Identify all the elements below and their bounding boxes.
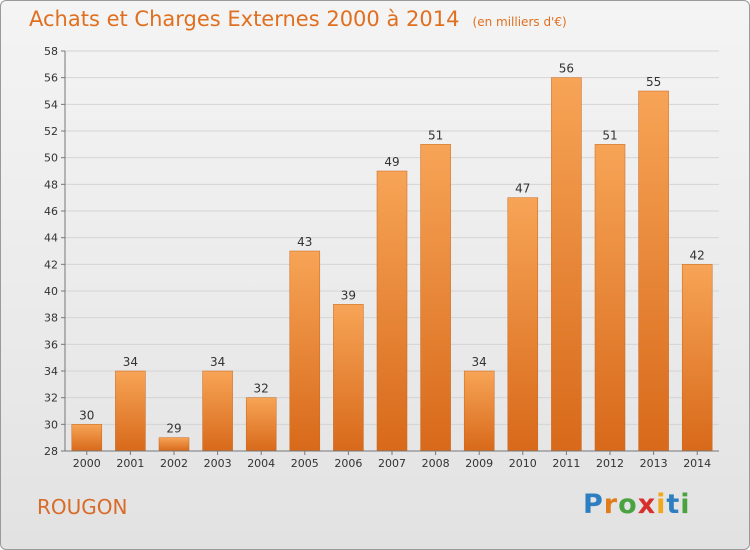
bar-2005 — [289, 250, 321, 452]
data-label-2005: 43 — [297, 235, 312, 249]
bar-2004 — [245, 397, 277, 452]
logo-letter: i — [680, 489, 691, 520]
bar-2012 — [594, 144, 626, 452]
y-tick-label: 58 — [44, 45, 58, 58]
x-tick-label-2011: 2011 — [552, 457, 580, 470]
y-tick-label: 32 — [44, 392, 58, 405]
x-tick-label-2007: 2007 — [378, 457, 406, 470]
x-axis: 2000 2001 2002 2003 2004 2005 2006 2007 2008 2009… — [65, 450, 719, 470]
bar-2001 — [115, 370, 146, 452]
data-label-2000: 30 — [79, 408, 94, 422]
y-tick-label: 46 — [44, 205, 58, 218]
x-tick-label-2006: 2006 — [334, 457, 362, 470]
y-tick-label: 52 — [44, 125, 58, 138]
x-tick-label-2013: 2013 — [640, 457, 668, 470]
data-label-2006: 39 — [341, 288, 356, 302]
y-axis: 28 30 32 34 36 38 40 42 44 46 48 50 52 54 56 58 — [44, 45, 66, 458]
bar-2002 — [158, 437, 190, 452]
y-tick-label: 56 — [44, 72, 58, 85]
logo-letter: i — [656, 489, 667, 520]
logo-letter: o — [618, 489, 638, 520]
x-tick-label-2012: 2012 — [596, 457, 624, 470]
bar-2008 — [420, 144, 451, 452]
logo-letter: t — [666, 489, 681, 520]
y-tick-label: 30 — [44, 418, 58, 431]
x-tick-label-2008: 2008 — [422, 457, 450, 470]
bar-2014 — [681, 264, 713, 452]
location-name: ROUGON — [37, 495, 128, 519]
logo-letter: x — [637, 489, 657, 520]
proxiti-logo: Proxiti — [583, 489, 691, 520]
data-label-2013: 55 — [646, 75, 661, 89]
chart-title: Achats et Charges Externes 2000 à 2014 (… — [29, 7, 567, 31]
y-tick-label: 54 — [44, 98, 58, 111]
data-label-2011: 56 — [559, 62, 574, 76]
data-label-2014: 42 — [690, 248, 705, 262]
bar-2013 — [638, 90, 669, 452]
x-tick-label-2009: 2009 — [465, 457, 493, 470]
data-label-2002: 29 — [166, 422, 181, 436]
data-labels: 30 34 29 34 32 43 39 49 51 34 47 56 51 55 42 — [79, 62, 705, 436]
x-tick-label-2003: 2003 — [204, 457, 232, 470]
y-tick-label: 34 — [44, 365, 58, 378]
bar-2009 — [463, 370, 495, 452]
data-label-2003: 34 — [210, 355, 225, 369]
logo-letter: P — [583, 489, 604, 520]
x-tick-label-2014: 2014 — [683, 457, 711, 470]
bar-2010 — [507, 197, 539, 452]
data-label-2009: 34 — [472, 355, 487, 369]
bar-2003 — [202, 370, 233, 452]
bar-2011 — [551, 77, 582, 452]
bar-2000 — [71, 424, 103, 452]
x-tick-label-2000: 2000 — [73, 457, 101, 470]
x-tick-label-2002: 2002 — [160, 457, 188, 470]
bar-2006 — [333, 304, 364, 452]
data-label-2010: 47 — [515, 182, 530, 196]
unit-note: (en milliers d'€) — [472, 15, 567, 29]
logo-letter: r — [603, 489, 619, 520]
y-tick-label: 44 — [44, 232, 58, 245]
data-label-2001: 34 — [123, 355, 138, 369]
data-label-2012: 51 — [602, 128, 617, 142]
bars — [71, 77, 713, 452]
y-tick-label: 48 — [44, 178, 58, 191]
y-tick-label: 40 — [44, 285, 58, 298]
y-tick-label: 50 — [44, 152, 58, 165]
bar-2007 — [376, 170, 408, 452]
x-tick-label-2004: 2004 — [247, 457, 275, 470]
title-text: Achats et Charges Externes 2000 à 2014 — [29, 7, 460, 31]
x-tick-label-2005: 2005 — [291, 457, 319, 470]
x-tick-label-2010: 2010 — [509, 457, 537, 470]
x-tick-label-2001: 2001 — [116, 457, 144, 470]
y-tick-label: 28 — [44, 445, 58, 458]
y-tick-label: 36 — [44, 338, 58, 351]
data-label-2004: 32 — [254, 382, 269, 396]
y-tick-label: 42 — [44, 258, 58, 271]
data-label-2008: 51 — [428, 128, 443, 142]
data-label-2007: 49 — [384, 155, 399, 169]
y-tick-label: 38 — [44, 312, 58, 325]
